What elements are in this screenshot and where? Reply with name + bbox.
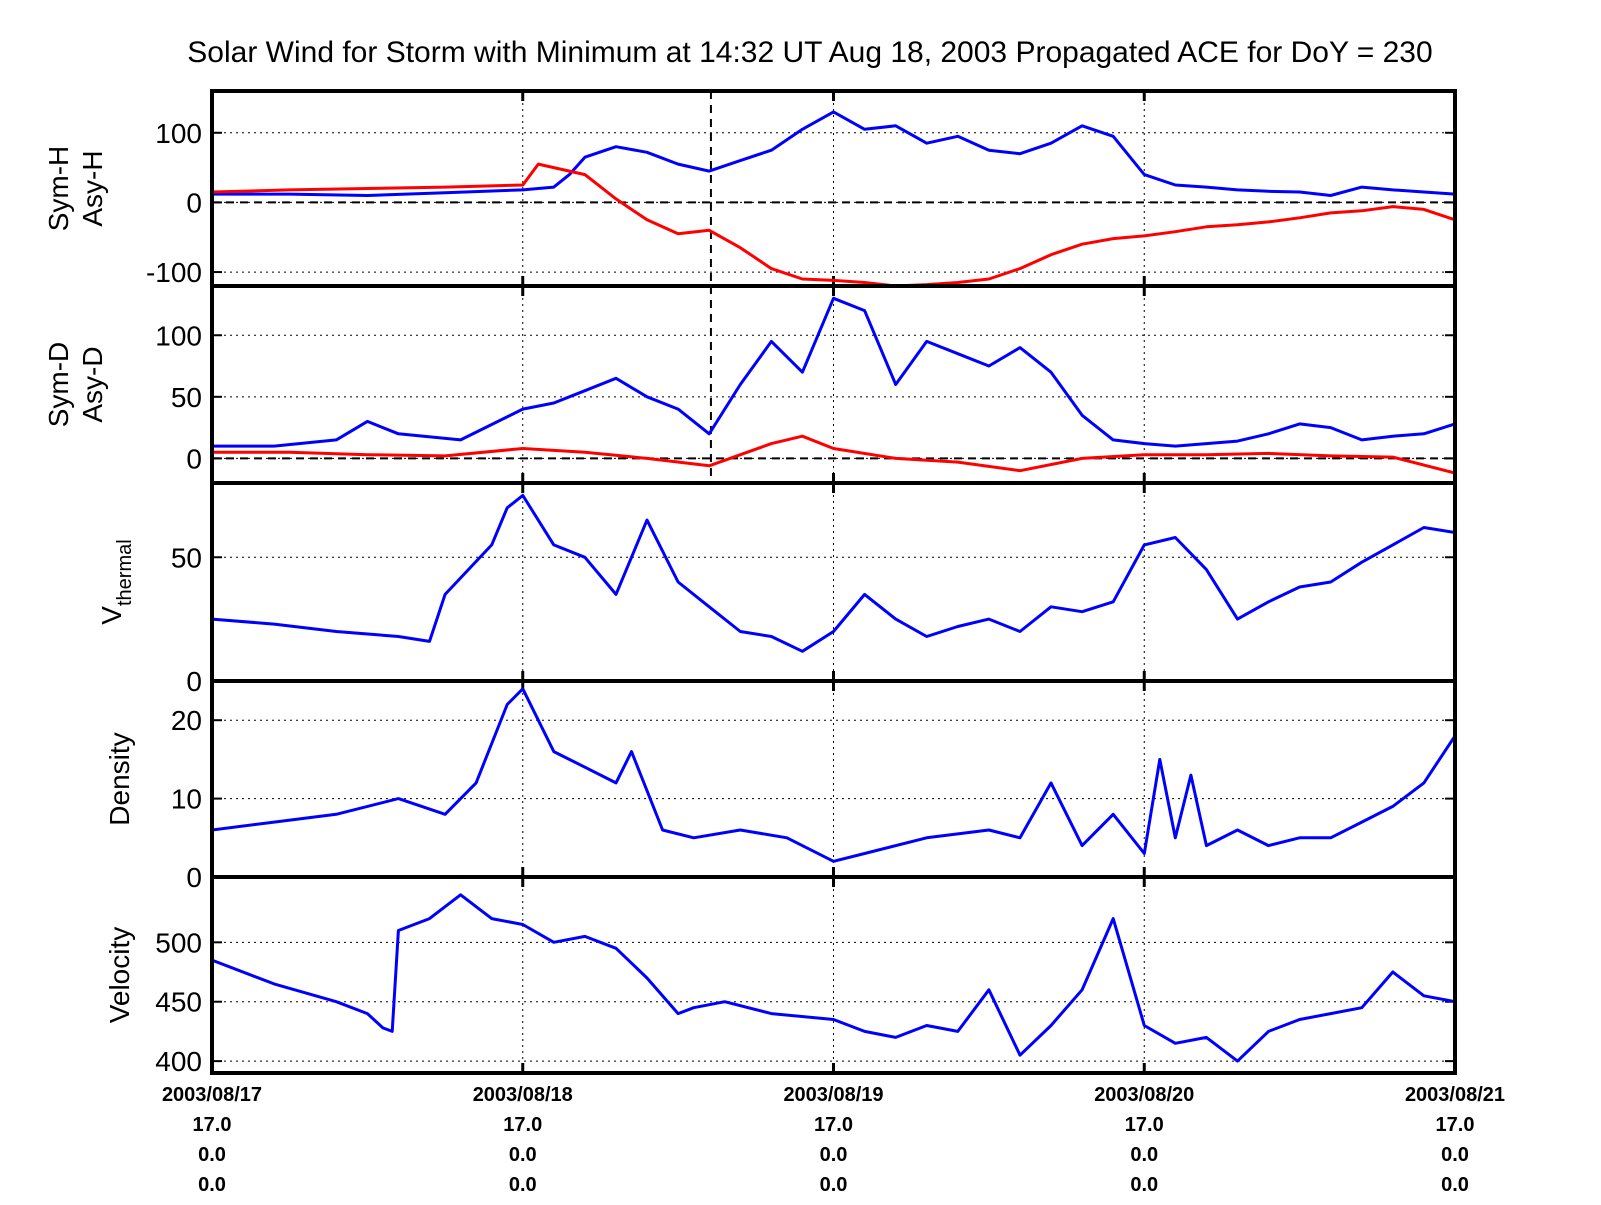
y-tick-label: 0 bbox=[186, 443, 202, 474]
y-tick-label: 500 bbox=[155, 927, 202, 958]
y-axis-label: Vthermal bbox=[96, 539, 136, 624]
panel-2: 0 50 100 Sym-D Asy-D bbox=[43, 284, 1457, 485]
series-line-1 bbox=[212, 110, 1455, 197]
y-axis-label: Density bbox=[104, 732, 135, 825]
y-tick-label: 100 bbox=[155, 320, 202, 351]
x-tick-label: 17.0 bbox=[1436, 1114, 1475, 1136]
panel-5: 400 450 500 Velocity bbox=[104, 875, 1457, 1077]
series-line-1 bbox=[212, 687, 1455, 863]
x-tick-label: 0.0 bbox=[820, 1174, 848, 1196]
x-tick-label: 2003/08/19 bbox=[783, 1084, 883, 1106]
x-tick-label: 0.0 bbox=[1130, 1174, 1158, 1196]
x-tick-label: 2003/08/18 bbox=[473, 1084, 573, 1106]
y-axis-label: Asy-H bbox=[77, 150, 108, 226]
y-axis-label-main: V bbox=[96, 606, 127, 625]
y-axis-label: Asy-D bbox=[77, 346, 108, 422]
y-axis-label-subscript: thermal bbox=[114, 539, 136, 606]
chart-title: Solar Wind for Storm with Minimum at 14:… bbox=[187, 36, 1432, 69]
x-tick-label: 17.0 bbox=[814, 1114, 853, 1136]
x-tick-label: 0.0 bbox=[198, 1174, 226, 1196]
y-tick-label: 400 bbox=[155, 1046, 202, 1077]
y-tick-label: 10 bbox=[171, 784, 202, 815]
y-axis-label-main: Velocity bbox=[104, 927, 135, 1024]
y-tick-label: 450 bbox=[155, 987, 202, 1018]
series-line-2 bbox=[212, 434, 1455, 475]
series-line-1 bbox=[212, 493, 1455, 653]
y-tick-label: 100 bbox=[155, 118, 202, 149]
series-line-1 bbox=[212, 296, 1455, 448]
panel-frame bbox=[210, 875, 1457, 1075]
y-tick-label: -100 bbox=[146, 257, 202, 288]
y-axis-label-main: Density bbox=[104, 732, 135, 825]
y-axis-label: Sym-H bbox=[43, 146, 74, 232]
y-tick-label: 0 bbox=[186, 862, 202, 893]
x-tick-label: 0.0 bbox=[509, 1174, 537, 1196]
y-tick-label: 0 bbox=[186, 666, 202, 697]
y-axis-label: Velocity bbox=[104, 927, 135, 1024]
y-tick-label: 50 bbox=[171, 542, 202, 573]
panel-1: -100 0 100 Sym-H Asy-H bbox=[43, 89, 1457, 288]
panel-3: 0 50 Vthermal bbox=[96, 481, 1457, 697]
x-tick-label: 2003/08/21 bbox=[1405, 1084, 1505, 1106]
series-line-1 bbox=[212, 893, 1455, 1063]
x-tick-label: 17.0 bbox=[1125, 1114, 1164, 1136]
x-tick-label: 0.0 bbox=[1441, 1174, 1469, 1196]
y-tick-label: 0 bbox=[186, 187, 202, 218]
x-tick-label: 17.0 bbox=[193, 1114, 232, 1136]
panel-4: 0 10 20 Density bbox=[104, 679, 1457, 893]
x-tick-label: 0.0 bbox=[1130, 1144, 1158, 1166]
x-tick-label: 2003/08/20 bbox=[1094, 1084, 1194, 1106]
y-tick-label: 50 bbox=[171, 382, 202, 413]
x-tick-label: 0.0 bbox=[1441, 1144, 1469, 1166]
x-tick-label: 0.0 bbox=[820, 1144, 848, 1166]
x-tick-label: 0.0 bbox=[198, 1144, 226, 1166]
y-axis-label: Sym-D bbox=[43, 342, 74, 428]
y-tick-label: 20 bbox=[171, 705, 202, 736]
x-tick-label: 17.0 bbox=[503, 1114, 542, 1136]
x-tick-label: 0.0 bbox=[509, 1144, 537, 1166]
x-tick-label: 2003/08/17 bbox=[162, 1084, 262, 1106]
